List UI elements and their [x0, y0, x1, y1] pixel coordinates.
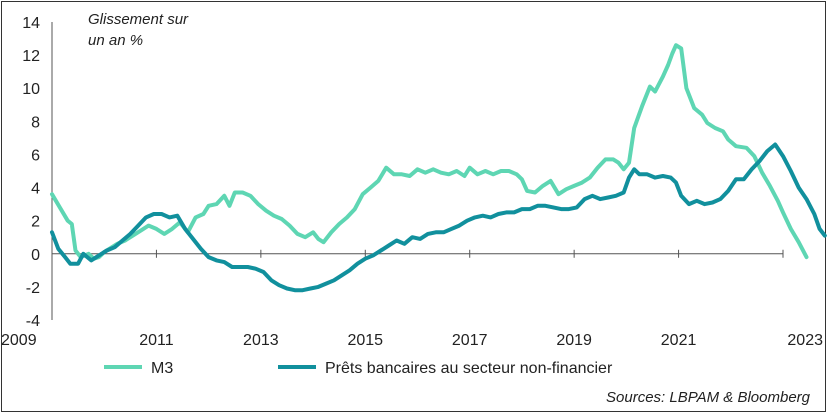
series-line-prets: [50, 142, 827, 293]
y-tick-label: -4: [26, 313, 40, 330]
y-axis-label-line1: Glissement sur: [88, 11, 189, 28]
x-tick-labels: 2009 2011 2013 2015 2017 2019 2021 2023: [1, 249, 823, 349]
legend-label-m3: M3: [151, 360, 173, 377]
x-tick-label: 2013: [243, 332, 279, 349]
y-axis-label-line2: un an %: [88, 32, 143, 49]
x-tick-label: 2023: [787, 332, 823, 349]
y-tick-labels: 14 12 10 8 6 4 2 0 -2 -4: [22, 15, 40, 330]
axes: [51, 22, 783, 320]
x-tick-label: 2009: [1, 332, 37, 349]
x-tick-label: 2019: [556, 332, 592, 349]
y-tick-label: 10: [22, 81, 40, 98]
y-tick-label: -2: [26, 280, 40, 297]
source-note: Sources: LBPAM & Bloomberg: [606, 389, 811, 406]
x-tick-label: 2011: [139, 332, 174, 349]
x-tick-label: 2021: [661, 332, 697, 349]
y-tick-label: 14: [22, 15, 40, 32]
y-tick-label: 2: [31, 214, 40, 231]
series-line-m3: [50, 43, 809, 261]
legend-label-prets: Prêts bancaires au secteur non-financier: [325, 360, 613, 377]
x-tick-label: 2015: [347, 332, 383, 349]
x-tick-label: 2017: [452, 332, 488, 349]
y-tick-label: 8: [31, 114, 40, 131]
series-group: [50, 43, 827, 293]
legend: M3 Prêts bancaires au secteur non-financ…: [104, 360, 613, 377]
y-tick-label: 4: [31, 181, 40, 198]
y-tick-label: 0: [31, 247, 40, 264]
y-tick-label: 6: [31, 147, 40, 164]
y-tick-label: 12: [22, 48, 40, 65]
